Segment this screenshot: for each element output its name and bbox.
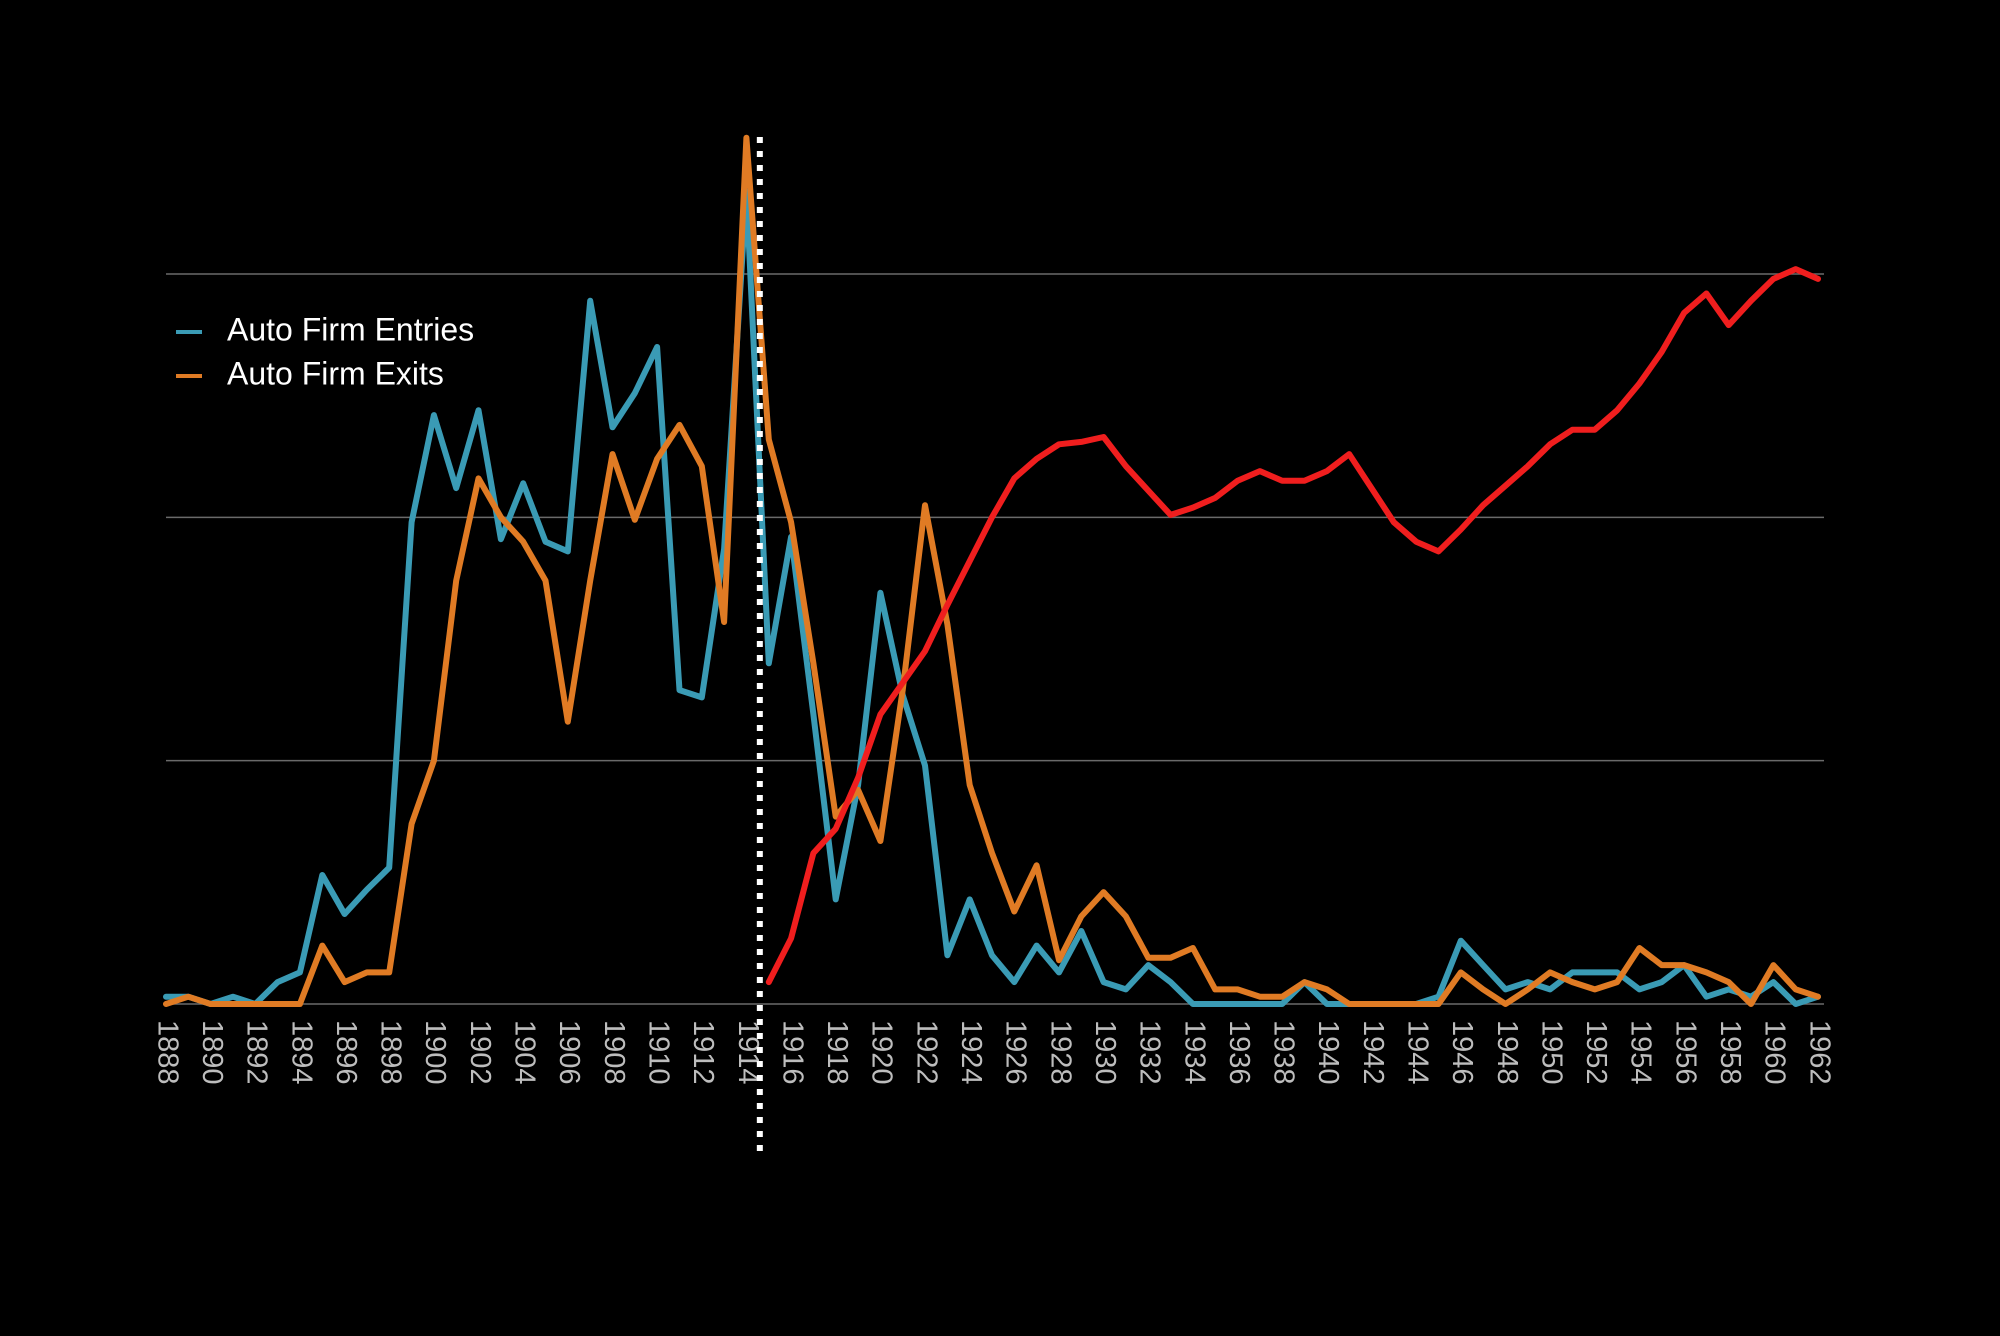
x-tick-label: 1958 <box>1714 1020 1746 1085</box>
x-tick-label: 1948 <box>1491 1020 1523 1085</box>
legend-label: Auto Firm Entries <box>227 311 474 347</box>
x-tick-label: 1888 <box>151 1020 183 1085</box>
x-tick-label: 1962 <box>1803 1020 1835 1085</box>
x-tick-label: 1956 <box>1669 1020 1701 1085</box>
x-tick-label: 1912 <box>687 1020 719 1085</box>
x-tick-label: 1950 <box>1535 1020 1567 1085</box>
series-line <box>163 188 1821 1007</box>
x-tick-label: 1960 <box>1759 1020 1791 1085</box>
x-tick-label: 1940 <box>1312 1020 1344 1085</box>
x-tick-label: 1918 <box>821 1020 853 1085</box>
x-tick-label: 1892 <box>241 1020 273 1085</box>
series-line <box>163 134 1821 1007</box>
legend-label: Auto Firm Exits <box>227 355 444 391</box>
x-tick-label: 1944 <box>1402 1020 1434 1085</box>
x-tick-label: 1936 <box>1223 1020 1255 1085</box>
x-tick-label: 1920 <box>866 1020 898 1085</box>
x-tick-label: 1938 <box>1268 1020 1300 1085</box>
x-tick-label: 1934 <box>1178 1020 1210 1085</box>
x-tick-label: 1930 <box>1089 1020 1121 1085</box>
x-tick-label: 1946 <box>1446 1020 1478 1085</box>
x-tick-label: 1906 <box>553 1020 585 1085</box>
x-tick-label: 1890 <box>196 1020 228 1085</box>
x-tick-label: 1898 <box>375 1020 407 1085</box>
x-tick-label: 1942 <box>1357 1020 1389 1085</box>
x-tick-label: 1926 <box>1000 1020 1032 1085</box>
x-tick-label: 1894 <box>285 1020 317 1085</box>
x-tick-label: 1902 <box>464 1020 496 1085</box>
x-tick-label: 1896 <box>330 1020 362 1085</box>
x-tick-label: 1924 <box>955 1020 987 1085</box>
x-tick-label: 1932 <box>1134 1020 1166 1085</box>
x-tick-label: 1928 <box>1044 1020 1076 1085</box>
series-line <box>765 266 1821 986</box>
x-tick-label: 1900 <box>419 1020 451 1085</box>
x-tick-label: 1910 <box>642 1020 674 1085</box>
x-tick-label: 1952 <box>1580 1020 1612 1085</box>
x-tick-label: 1916 <box>776 1020 808 1085</box>
x-tick-label: 1954 <box>1625 1020 1657 1085</box>
x-tick-label: 1904 <box>509 1020 541 1085</box>
x-tick-label: 1908 <box>598 1020 630 1085</box>
x-tick-label: 1922 <box>910 1020 942 1085</box>
